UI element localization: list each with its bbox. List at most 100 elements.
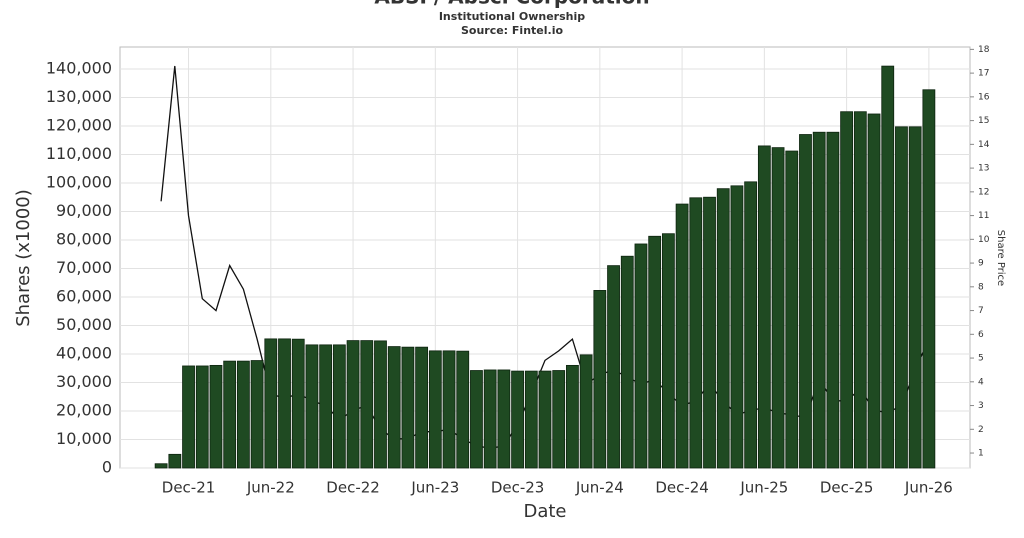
bar (182, 365, 195, 469)
y-axis-label: Shares (x1000) (13, 189, 34, 327)
bar (675, 203, 689, 469)
y-tick-label: 110,000 (46, 144, 112, 163)
y-tick-label: 50,000 (56, 315, 112, 334)
bar (826, 131, 840, 469)
bar (552, 370, 566, 469)
y2-tick-label: 12 (978, 187, 989, 197)
y-tick-label: 70,000 (56, 258, 112, 277)
bar (634, 243, 648, 469)
y-tick-label: 60,000 (56, 286, 112, 305)
bar (867, 113, 881, 469)
bar (579, 354, 593, 469)
chart-subtitle: Institutional Ownership (439, 10, 585, 23)
bar (223, 360, 237, 469)
x-tick-label: Dec-22 (326, 479, 380, 497)
bar (346, 340, 360, 469)
x-tick-label: Jun-25 (739, 479, 788, 497)
bar (483, 369, 497, 469)
y2-axis-label: Share Price (995, 230, 1006, 286)
bar (524, 370, 538, 469)
bar (895, 126, 908, 469)
bar (840, 111, 854, 469)
y2-tick-label: 5 (978, 354, 984, 364)
bar (593, 290, 607, 469)
y-tick-label: 140,000 (46, 58, 112, 77)
bar (195, 365, 209, 469)
bar (497, 369, 511, 469)
bar (853, 111, 867, 469)
bar (922, 89, 936, 469)
y2-tick-label: 18 (978, 45, 990, 55)
y2-tick-label: 17 (978, 69, 989, 79)
y2-tick-label: 2 (978, 425, 984, 435)
bar (428, 350, 442, 469)
bar (538, 370, 552, 469)
y2-tick-label: 7 (978, 306, 984, 316)
bar (908, 126, 922, 469)
y-tick-label: 20,000 (56, 400, 112, 419)
bar (881, 65, 895, 469)
bar (332, 344, 346, 469)
x-tick-label: Jun-26 (904, 479, 953, 497)
bar (511, 370, 524, 469)
bar (799, 134, 812, 469)
bar (236, 360, 250, 469)
y-tick-label: 30,000 (56, 372, 112, 391)
y2-tick-label: 11 (978, 211, 989, 221)
bar (689, 197, 703, 469)
bar (620, 255, 634, 469)
bar (730, 185, 744, 469)
bar (744, 181, 758, 469)
y2-tick-label: 10 (978, 235, 990, 245)
bar (812, 131, 826, 469)
y2-tick-label: 3 (978, 401, 984, 411)
bar (757, 145, 771, 469)
y-tick-label: 80,000 (56, 229, 112, 248)
y-tick-label: 100,000 (46, 172, 112, 191)
bar (442, 350, 456, 469)
bar (264, 338, 278, 469)
bar (566, 364, 579, 469)
x-tick-label: Jun-22 (246, 479, 295, 497)
bar (771, 147, 785, 469)
y-tick-label: 130,000 (46, 87, 112, 106)
x-tick-label: Dec-24 (655, 479, 709, 497)
bar (360, 340, 374, 469)
bar (305, 344, 319, 469)
x-tick-label: Dec-23 (491, 479, 545, 497)
bar (278, 338, 291, 469)
y-tick-label: 40,000 (56, 343, 112, 362)
bar (319, 344, 333, 469)
bar (250, 360, 264, 469)
y-tick-label: 10,000 (56, 429, 112, 448)
y-tick-label: 120,000 (46, 115, 112, 134)
bar (607, 265, 620, 469)
chart-title: ABSI / Absci Corporation (374, 0, 649, 9)
bar (648, 235, 662, 469)
bar (661, 233, 675, 469)
x-tick-label: Dec-25 (820, 479, 874, 497)
y2-tick-label: 15 (978, 116, 989, 126)
y-tick-label: 90,000 (56, 201, 112, 220)
y2-tick-label: 4 (978, 377, 984, 387)
y-tick-label: 0 (102, 458, 112, 477)
bar (387, 346, 401, 469)
bar (291, 338, 305, 469)
bar (154, 463, 168, 469)
chart-source: Source: Fintel.io (461, 24, 563, 37)
bar (209, 364, 223, 469)
x-tick-label: Dec-21 (162, 479, 216, 497)
bar (703, 196, 716, 469)
bar (456, 350, 470, 469)
y2-tick-label: 1 (978, 449, 984, 459)
y2-tick-label: 13 (978, 164, 989, 174)
bar (716, 188, 730, 469)
y2-tick-label: 14 (978, 140, 990, 150)
x-tick-label: Jun-23 (410, 479, 459, 497)
y2-tick-label: 6 (978, 330, 984, 340)
bar (168, 453, 182, 469)
y2-tick-label: 9 (978, 259, 984, 269)
bar (401, 346, 415, 469)
y2-tick-label: 8 (978, 282, 984, 292)
